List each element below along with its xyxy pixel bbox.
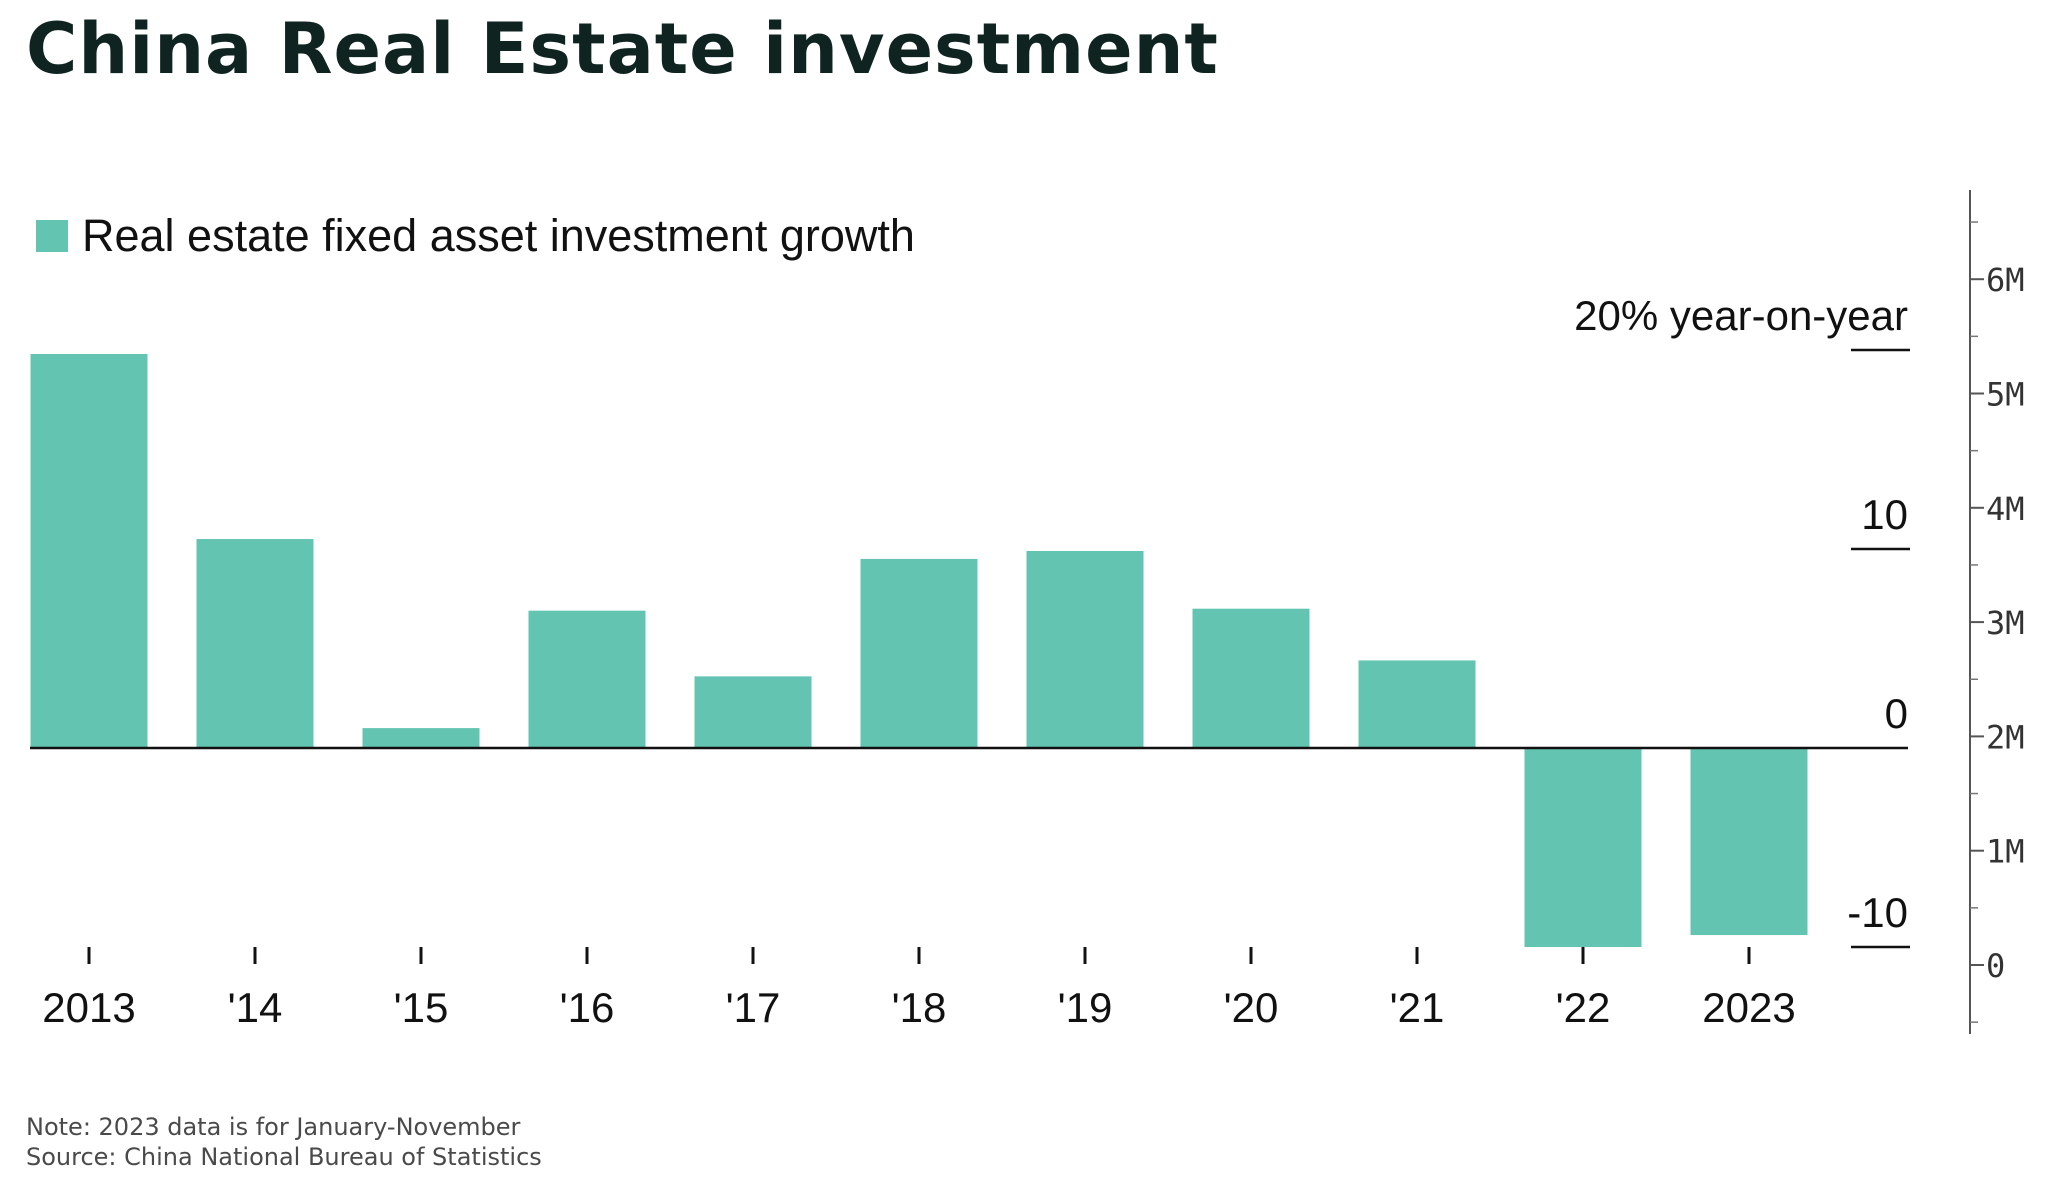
- x-tick-label-0: 2013: [42, 984, 135, 1031]
- x-tick-label-1: '14: [228, 984, 283, 1031]
- legend-swatch: [36, 220, 68, 252]
- left-axis-ticks: 20% year-on-year 10 0 -10: [1574, 292, 1910, 949]
- right-tick-label-6: 6M: [1986, 261, 2025, 299]
- right-tick-label-1: 1M: [1986, 833, 2025, 871]
- x-axis: 2013 '14 '15 '16 '17 '18 '19 '20 '21 '22 2023: [42, 947, 1796, 1031]
- chart-legend: Real estate fixed asset investment growt…: [36, 210, 915, 262]
- x-tick-label-9: '22: [1556, 984, 1611, 1031]
- bar-6: [1026, 550, 1144, 748]
- right-tick-label-4: 4M: [1986, 490, 2025, 528]
- x-tick-label-2: '15: [394, 984, 449, 1031]
- bars-group: [30, 353, 1908, 947]
- right-tick-label-3: 3M: [1986, 604, 2025, 642]
- x-tick-label-4: '17: [726, 984, 781, 1031]
- y-tick-label-2: 0: [1885, 690, 1908, 737]
- chart-title: China Real Estate investment: [26, 8, 1219, 90]
- x-tick-label-3: '16: [560, 984, 615, 1031]
- y-tick-label-1: 10: [1861, 491, 1908, 538]
- bar-3: [528, 610, 646, 748]
- y-tick-label-3: -10: [1847, 889, 1908, 936]
- x-tick-label-8: '21: [1390, 984, 1445, 1031]
- right-tick-label-0: 0: [1986, 947, 2005, 985]
- footnote-source: Source: China National Bureau of Statist…: [26, 1143, 542, 1171]
- x-tick-label-10: 2023: [1702, 984, 1795, 1031]
- bar-0: [30, 353, 148, 748]
- x-tick-label-5: '18: [892, 984, 947, 1031]
- bar-1: [196, 539, 314, 748]
- right-tick-label-5: 5M: [1986, 376, 2025, 414]
- right-tick-label-2: 2M: [1986, 718, 2025, 756]
- footnote-note: Note: 2023 data is for January-November: [26, 1113, 521, 1141]
- bar-2: [362, 728, 480, 748]
- bar-5: [860, 558, 978, 748]
- y-tick-label-0: 20% year-on-year: [1574, 292, 1908, 339]
- bar-4: [694, 676, 812, 748]
- bar-9: [1524, 748, 1642, 947]
- footnote: Note: 2023 data is for January-November …: [26, 1112, 542, 1172]
- x-tick-label-7: '20: [1224, 984, 1279, 1031]
- bar-7: [1192, 608, 1310, 748]
- right-axis: 0 1M 2M 3M 4M 5M 6M: [1969, 190, 2025, 1034]
- bar-10: [1690, 748, 1808, 936]
- legend-label: Real estate fixed asset investment growt…: [82, 210, 915, 261]
- x-tick-label-6: '19: [1058, 984, 1113, 1031]
- bar-8: [1358, 660, 1476, 748]
